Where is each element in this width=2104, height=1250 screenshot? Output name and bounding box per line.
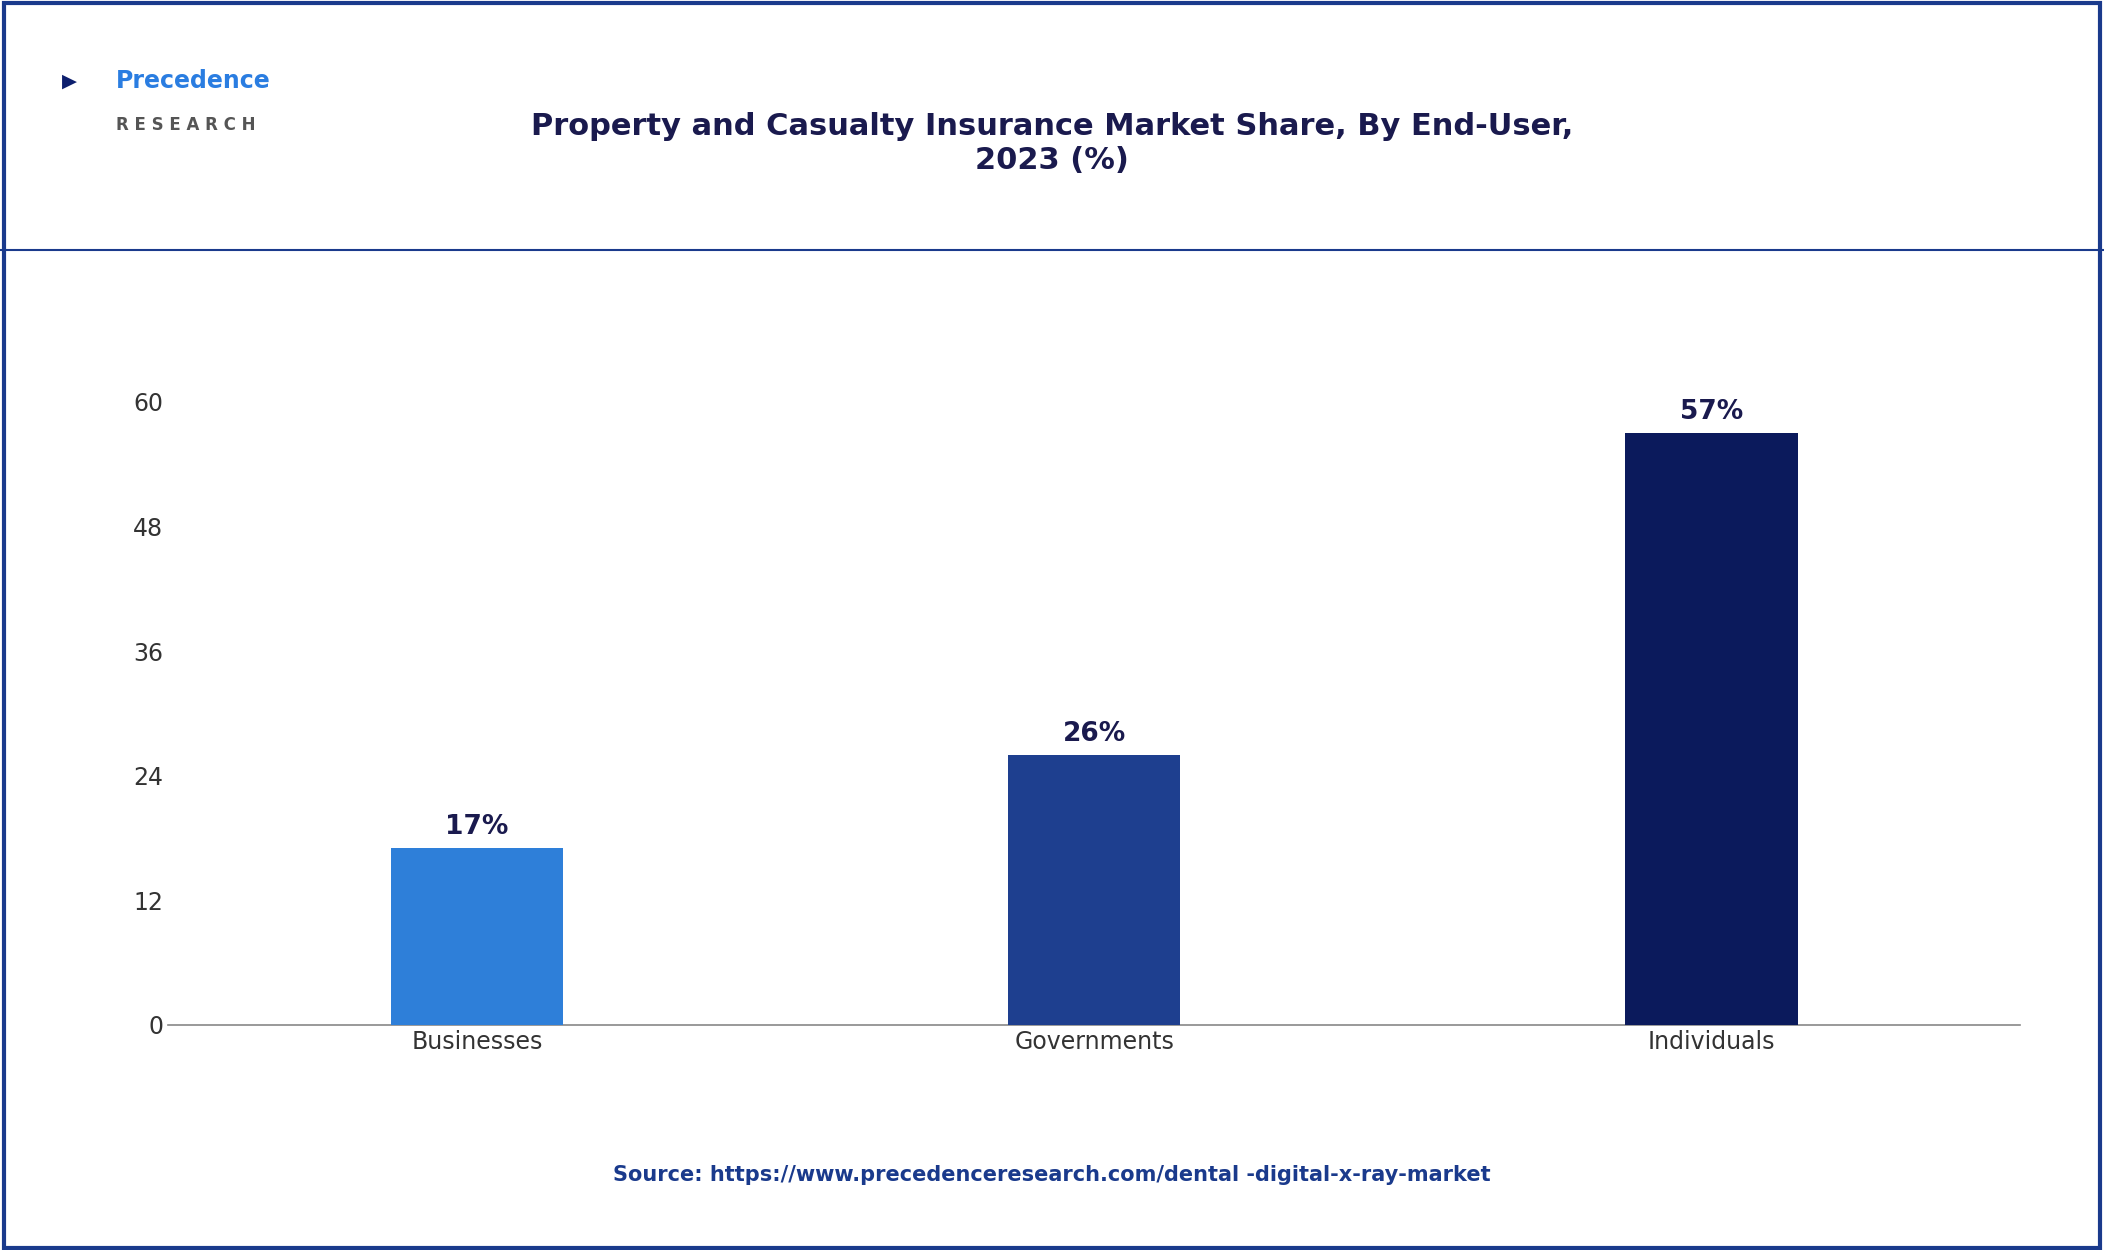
Text: 57%: 57% [1679, 399, 1742, 425]
Bar [391, 849, 564, 1025]
Text: 26%: 26% [1063, 721, 1126, 746]
Bar [1008, 755, 1180, 1025]
Text: R E S E A R C H: R E S E A R C H [116, 116, 255, 134]
Text: Source: https://www.precedenceresearch.com/dental -digital-x-ray-market: Source: https://www.precedenceresearch.c… [612, 1165, 1492, 1185]
Text: Precedence: Precedence [116, 69, 271, 94]
Text: ▶: ▶ [61, 71, 78, 91]
Text: Property and Casualty Insurance Market Share, By End-User,
2023 (%): Property and Casualty Insurance Market S… [530, 112, 1574, 175]
Bar [1624, 432, 1797, 1025]
Text: 17%: 17% [446, 814, 509, 840]
